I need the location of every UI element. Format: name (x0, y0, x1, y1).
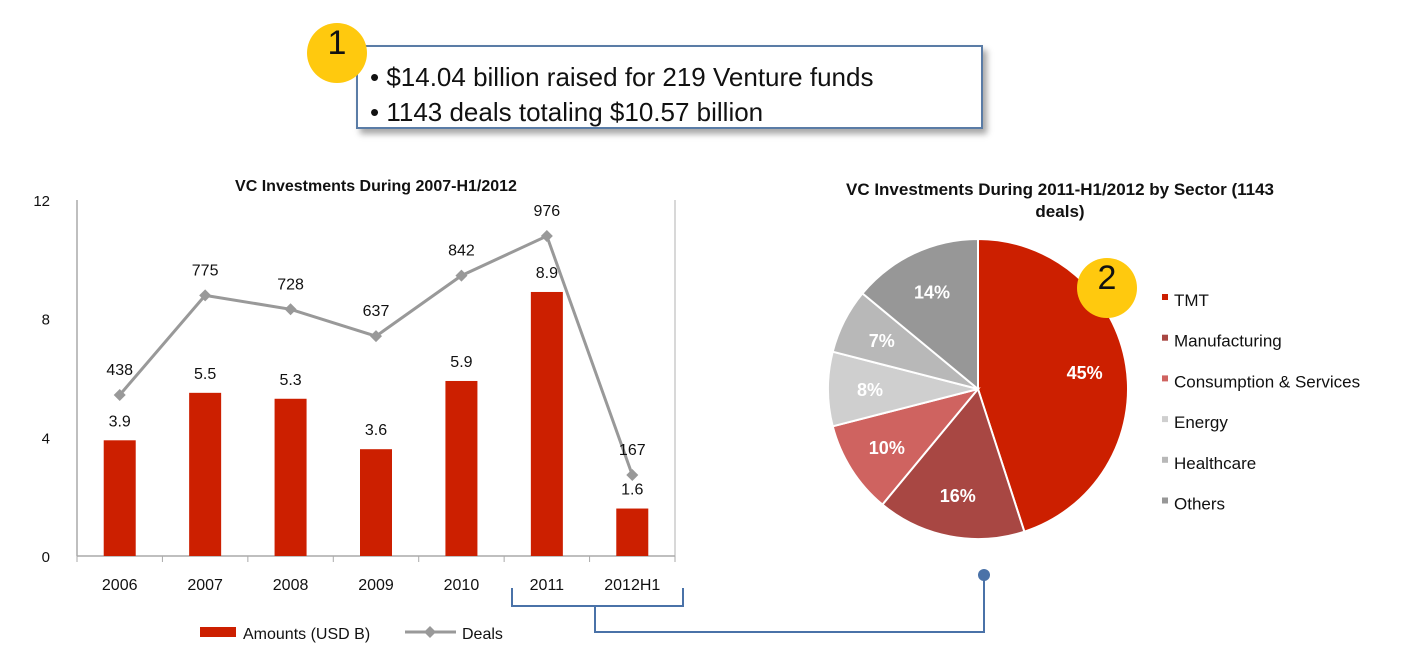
x-tick-label: 2006 (102, 577, 138, 594)
callout-bullet: • 1143 deals totaling $10.57 billion (370, 97, 764, 127)
pie-slice-label: 45% (1067, 363, 1103, 383)
bar-value-label: 5.5 (194, 366, 216, 383)
legend-swatch-others (1162, 497, 1168, 504)
legend-swatch-energy (1162, 416, 1168, 423)
deals-point-2008 (284, 303, 297, 316)
pie-slice-label: 8% (857, 380, 883, 400)
legend-label: Consumption & Services (1174, 372, 1360, 391)
pie-slice-label: 10% (869, 438, 905, 458)
legend-label: Healthcare (1174, 454, 1256, 473)
bar-value-label: 5.3 (279, 372, 301, 389)
bar-2012H1 (616, 508, 649, 556)
deals-point-2006 (113, 388, 126, 401)
summary-callout: • $14.04 billion raised for 219 Venture … (356, 45, 983, 129)
number-badge-2: 2 (1077, 258, 1137, 318)
deals-point-2010 (455, 269, 468, 282)
x-tick-label: 2011 (530, 577, 565, 594)
legend-label: Energy (1174, 413, 1228, 432)
bracket-2011-2012 (511, 588, 684, 607)
x-tick-label: 2008 (273, 577, 309, 594)
legend-swatch-amounts (200, 627, 236, 637)
bullet-text: $14.04 billion raised for 219 Venture fu… (386, 62, 874, 92)
deals-value-label: 438 (106, 362, 133, 379)
x-tick-label: 2007 (187, 577, 223, 594)
bar-2009 (360, 449, 392, 556)
bar-value-label: 1.6 (621, 482, 643, 499)
pie-slice-others (861, 237, 979, 392)
pie-slice-label: 16% (940, 486, 976, 506)
x-tick-label: 2009 (358, 577, 394, 594)
pie-slice-label: 7% (869, 331, 895, 351)
legend-label-deals: Deals (462, 626, 503, 643)
connector-line (594, 575, 985, 633)
deals-point-2009 (370, 330, 382, 343)
bullet-text: 1143 deals totaling $10.57 billion (386, 97, 764, 127)
deals-value-label: 842 (448, 243, 475, 260)
legend-label: Manufacturing (1174, 332, 1282, 351)
x-tick-label: 2010 (444, 577, 480, 594)
pie-slice-manufacturing (880, 386, 1026, 540)
legend-marker-deals (424, 626, 436, 638)
bar-2006 (103, 440, 136, 556)
legend-label: Others (1174, 495, 1225, 514)
bar-value-label: 5.9 (450, 354, 472, 371)
bar-2008 (274, 398, 307, 556)
y-tick-label: 4 (42, 430, 50, 447)
legend-swatch-manufacturing (1162, 334, 1168, 341)
x-tick-label: 2012H1 (604, 577, 660, 594)
deals-value-label: 775 (192, 262, 219, 279)
legend-swatch-tmt (1162, 294, 1168, 300)
bar-value-label: 3.6 (365, 422, 387, 439)
y-tick-label: 8 (42, 312, 50, 329)
callout-bullet: • $14.04 billion raised for 219 Venture … (370, 62, 874, 92)
bar-value-label: 3.9 (109, 413, 131, 430)
legend-swatch-healthcare (1162, 456, 1168, 463)
legend-label: TMT (1174, 291, 1209, 310)
y-tick-label: 0 (42, 549, 50, 566)
bar-2010 (445, 380, 478, 556)
connector-dot (978, 569, 990, 581)
deals-value-label: 167 (619, 442, 646, 459)
pie-slice-label: 14% (914, 282, 950, 302)
bar-2011 (530, 291, 563, 556)
bar-2007 (189, 392, 222, 556)
legend-label-amounts: Amounts (USD B) (243, 626, 370, 643)
y-tick-label: 12 (33, 193, 50, 210)
deals-value-label: 728 (277, 276, 304, 293)
bar-chart-title: VC Investments During 2007-H1/2012 (235, 178, 517, 195)
deals-point-2007 (199, 289, 212, 302)
deals-point-2011 (540, 229, 553, 242)
pie-chart-title: VC Investments During 2011-H1/2012 by Se… (846, 180, 1274, 221)
bar-value-label: 8.9 (536, 265, 558, 282)
deals-value-label: 976 (534, 203, 561, 220)
deals-point-2012H1 (626, 469, 639, 482)
legend-swatch-consumption-services (1162, 375, 1168, 382)
deals-value-label: 637 (363, 303, 390, 320)
number-badge-1: 1 (307, 23, 367, 83)
